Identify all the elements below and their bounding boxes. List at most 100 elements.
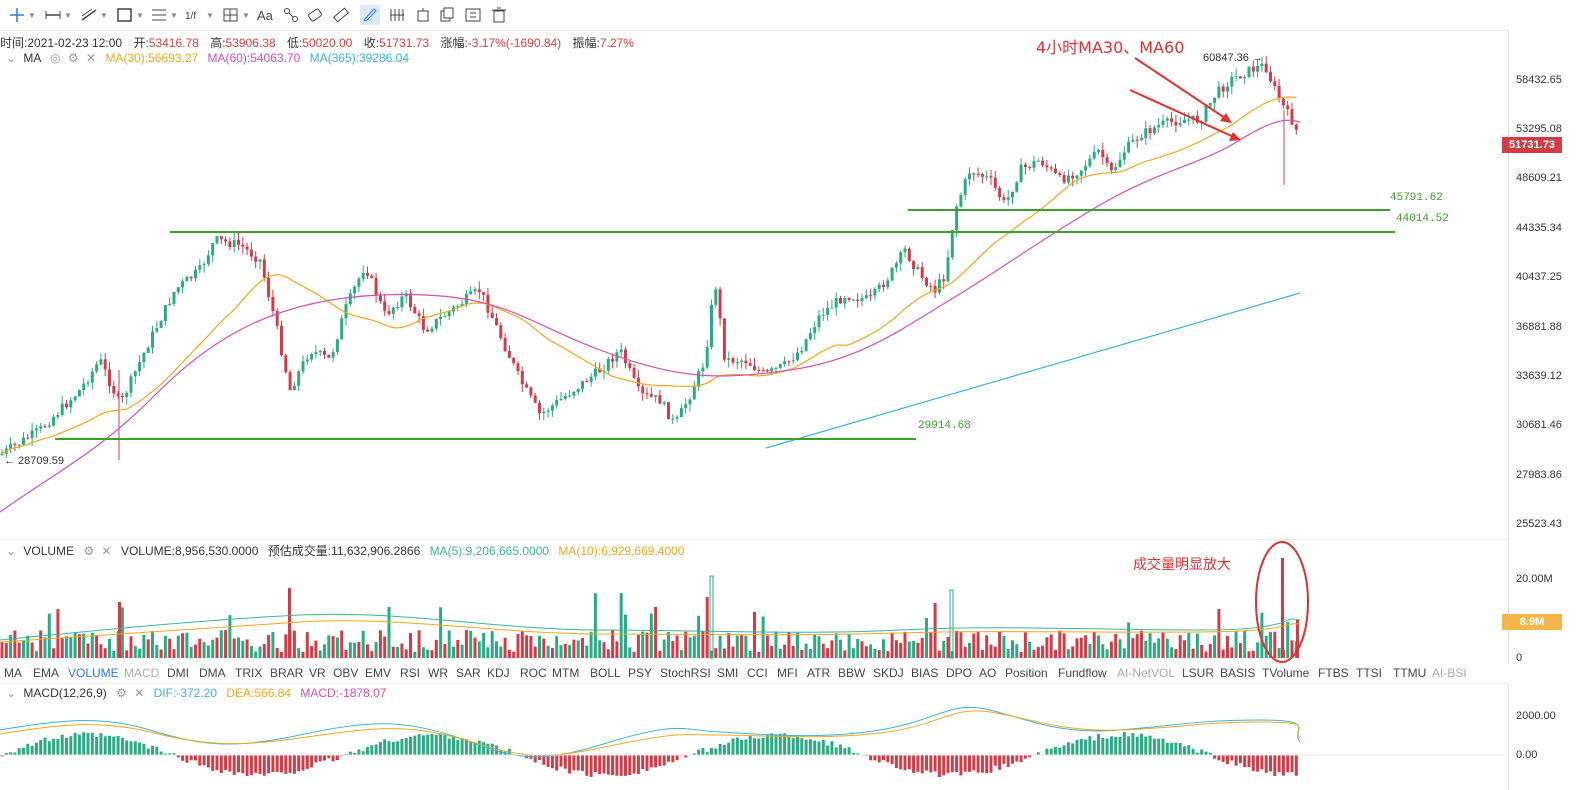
indicator-tab[interactable]: BIAS <box>911 666 939 680</box>
volume-bar <box>215 637 219 658</box>
close-icon[interactable]: ✕ <box>134 686 145 700</box>
indicator-tab[interactable]: BRAR <box>270 666 304 680</box>
indicator-tab[interactable]: SKDJ <box>873 666 904 680</box>
candle-body <box>1062 175 1066 183</box>
trend-line-icon[interactable]: ▼ <box>80 5 108 25</box>
macd-histogram-bar <box>129 741 133 755</box>
volume-bar <box>830 640 834 658</box>
parallel-channel-icon[interactable]: ▼ <box>152 9 178 21</box>
macd-histogram-bar <box>843 748 847 755</box>
text-tool-icon[interactable]: Aa <box>257 7 273 23</box>
collapse-icon[interactable]: ⌄ <box>6 51 17 65</box>
volume-bar <box>1277 648 1281 658</box>
indicator-tab[interactable]: VOLUME <box>68 666 119 680</box>
measure-icon[interactable]: ▼ <box>222 5 250 25</box>
macd-histogram-bar <box>305 755 309 769</box>
trash-icon[interactable] <box>490 5 508 25</box>
ruler-icon[interactable] <box>332 5 350 25</box>
indicator-tab[interactable]: VR <box>309 666 326 680</box>
indicator-tab[interactable]: LSUR <box>1182 666 1215 680</box>
indicator-tab[interactable]: Fundflow <box>1058 666 1107 680</box>
pane-divider[interactable] <box>0 539 1508 540</box>
indicator-tab[interactable]: FTBS <box>1318 666 1349 680</box>
volume-bar <box>851 648 855 658</box>
eraser-icon[interactable] <box>306 5 324 25</box>
screenshot-icon[interactable] <box>464 5 482 25</box>
indicator-tab[interactable]: MTM <box>552 666 580 680</box>
rectangle-icon[interactable]: ▼ <box>116 5 144 25</box>
grid-icon[interactable] <box>388 5 406 25</box>
indicator-tab[interactable]: AI-NetVOL <box>1117 666 1176 680</box>
indicator-tab[interactable]: EMA <box>33 666 60 680</box>
macd-histogram-bar <box>593 755 597 773</box>
indicator-tab[interactable]: AO <box>979 666 997 680</box>
indicator-tab[interactable]: AI-BSI <box>1432 666 1467 680</box>
indicator-tab[interactable]: SAR <box>456 666 481 680</box>
candle-body <box>176 287 180 292</box>
fibonacci-icon[interactable]: 1/f ▼ <box>185 10 214 23</box>
volume-bar <box>477 641 481 658</box>
indicator-tab[interactable]: WR <box>428 666 448 680</box>
copy-icon[interactable] <box>438 5 456 25</box>
indicator-tab[interactable]: TRIX <box>235 666 263 680</box>
indicator-tab[interactable]: DPO <box>946 666 973 680</box>
volume-bar <box>847 634 851 658</box>
indicator-tab[interactable]: BBW <box>838 666 866 680</box>
indicator-tab[interactable]: StochRSI <box>660 666 711 680</box>
volume-axis[interactable] <box>1508 540 1589 664</box>
close-icon[interactable]: ✕ <box>86 51 97 65</box>
macd-histogram-bar <box>1049 748 1053 755</box>
indicator-tab[interactable]: MA <box>4 666 22 680</box>
settings-icon[interactable]: ⚙ <box>67 51 79 65</box>
indicator-tab[interactable]: TTMU <box>1393 666 1427 680</box>
price-tick: 33639.12 <box>1516 370 1562 382</box>
indicator-tab[interactable]: EMV <box>365 666 392 680</box>
indicator-tab[interactable]: MFI <box>777 666 798 680</box>
indicator-tab[interactable]: SMI <box>717 666 739 680</box>
indicator-tab[interactable]: ROC <box>520 666 547 680</box>
settings-icon[interactable]: ⚙ <box>83 544 95 558</box>
indicator-tab[interactable]: TVolume <box>1262 666 1310 680</box>
macd-axis[interactable] <box>1508 684 1589 790</box>
macd-histogram-bar <box>452 735 455 755</box>
horizontal-line-icon[interactable]: ▼ <box>45 10 72 20</box>
candle-body <box>731 358 735 363</box>
indicator-tab[interactable]: BASIS <box>1220 666 1256 680</box>
indicator-tab[interactable]: BOLL <box>590 666 621 680</box>
pattern-icon[interactable] <box>282 5 300 25</box>
price-tick: 53295.08 <box>1516 123 1562 135</box>
indicator-tab[interactable]: RSI <box>400 666 421 680</box>
indicator-tab[interactable]: CCI <box>747 666 768 680</box>
volume-bar <box>1152 642 1156 658</box>
settings-icon[interactable]: ⚙ <box>116 686 127 700</box>
indicator-tab[interactable]: DMI <box>167 666 189 680</box>
collapse-icon[interactable]: ⌄ <box>6 544 17 558</box>
indicator-tab[interactable]: DMA <box>199 666 226 680</box>
macd-histogram-bar <box>1036 752 1040 755</box>
candle-body <box>1281 98 1285 106</box>
eye-icon[interactable]: ◎ <box>50 51 61 65</box>
macd-histogram-bar <box>886 755 890 763</box>
pane-divider[interactable] <box>0 683 1508 684</box>
indicator-tab[interactable]: MACD <box>124 666 160 680</box>
candle-body <box>284 355 288 373</box>
indicator-tab[interactable]: TTSI <box>1356 666 1382 680</box>
indicator-tab[interactable]: Position <box>1005 666 1048 680</box>
brush-icon[interactable] <box>360 5 380 25</box>
macd-histogram-bar <box>774 734 778 755</box>
crosshair-icon[interactable]: ▼ <box>10 8 36 22</box>
volume-bar <box>181 633 185 658</box>
indicator-tab[interactable]: PSY <box>628 666 653 680</box>
candle-body <box>821 314 825 316</box>
chart-canvas[interactable]: 45791.62 44014.52 29914.68 60847.36 → ← 2870… <box>0 30 1508 790</box>
candle-body <box>1204 105 1208 122</box>
candle-body <box>507 350 511 358</box>
volume-bar <box>120 607 124 658</box>
indicator-tab[interactable]: ATR <box>807 666 831 680</box>
magnet-icon[interactable] <box>414 5 432 25</box>
price-axis[interactable] <box>1508 30 1589 540</box>
indicator-tab[interactable]: KDJ <box>487 666 510 680</box>
close-icon[interactable]: ✕ <box>101 544 112 558</box>
collapse-icon[interactable]: ⌄ <box>6 686 17 700</box>
indicator-tab[interactable]: OBV <box>333 666 359 680</box>
